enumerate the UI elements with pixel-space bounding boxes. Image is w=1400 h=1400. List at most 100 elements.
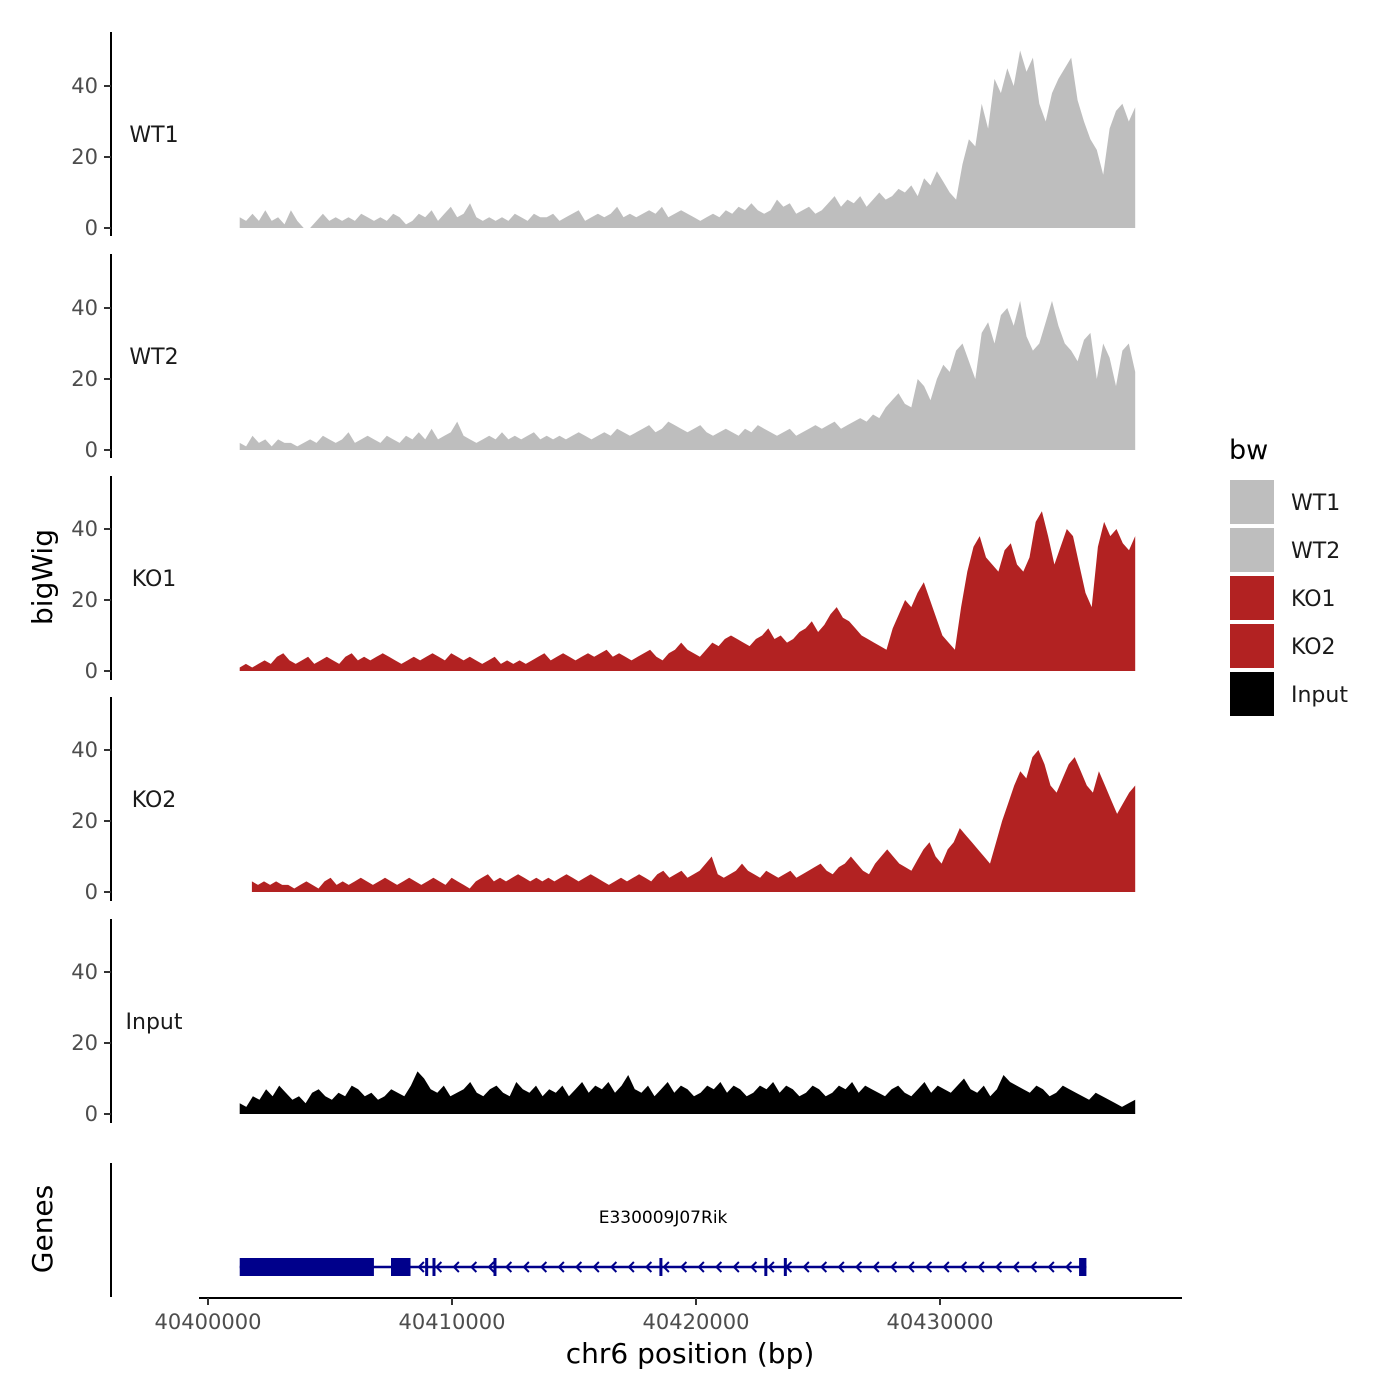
legend-swatch-ko1 (1230, 576, 1274, 620)
strand-arrow (994, 1261, 1003, 1273)
strand-arrow (732, 1261, 740, 1273)
strand-arrow (942, 1261, 950, 1273)
gene-exon (764, 1258, 768, 1276)
strand-arrow (907, 1261, 915, 1273)
track-input: 0 20 40 Input (71, 919, 1136, 1126)
y-tick-label: 0 (85, 216, 98, 240)
x-axis: 40400000 40410000 40420000 40430000 (155, 1297, 1182, 1334)
strand-arrow (592, 1261, 600, 1273)
legend-title: bw (1229, 435, 1268, 466)
strand-arrow (1029, 1261, 1038, 1273)
y-axis-title: bigWig (26, 529, 59, 625)
strand-arrow (767, 1261, 775, 1273)
strand-arrow (889, 1261, 898, 1273)
track-label-wt2: WT2 (129, 345, 178, 370)
track-ko2: 0 20 40 KO2 (71, 697, 1136, 904)
track-wt2: 0 20 40 WT2 (71, 254, 1136, 462)
strand-arrow (1047, 1261, 1055, 1273)
strand-arrow (557, 1261, 565, 1273)
y-tick-label: 0 (85, 659, 98, 683)
strand-arrow (1012, 1261, 1020, 1273)
gene-exon (239, 1258, 374, 1276)
y-tick-label: 40 (71, 960, 98, 984)
gene-exon (659, 1258, 663, 1276)
strand-arrow (434, 1261, 443, 1273)
strand-arrow (662, 1261, 670, 1273)
strand-arrow (539, 1261, 548, 1273)
strand-arrow (469, 1261, 478, 1273)
strand-arrow (504, 1261, 513, 1273)
gene-model (239, 1258, 1087, 1276)
strand-arrow (714, 1261, 723, 1273)
legend-swatch-input (1230, 672, 1274, 716)
strand-arrow (522, 1261, 530, 1273)
track-label-input: Input (126, 1010, 183, 1035)
strand-arrow (819, 1261, 828, 1273)
signal-area-wt2 (239, 300, 1136, 450)
x-tick-label: 40410000 (399, 1310, 506, 1334)
track-label-ko1: KO1 (132, 567, 177, 592)
x-axis-title: chr6 position (bp) (566, 1337, 815, 1370)
strand-arrow (609, 1261, 618, 1273)
gene-track-panel: Genes E330009J07Rik (26, 1163, 1087, 1297)
x-tick-label: 40420000 (643, 1310, 750, 1334)
legend-swatch-wt2 (1230, 528, 1274, 572)
y-tick-label: 40 (71, 517, 98, 541)
legend-swatch-wt1 (1230, 480, 1274, 524)
y-tick-label: 0 (85, 438, 98, 462)
y-tick-label: 20 (71, 588, 98, 612)
track-label-wt1: WT1 (129, 123, 178, 148)
strand-arrow (1064, 1261, 1073, 1273)
signal-area-ko2 (251, 750, 1136, 892)
strand-arrow (977, 1261, 985, 1273)
y-tick-label: 20 (71, 809, 98, 833)
x-tick-label: 40400000 (155, 1310, 262, 1334)
signal-tracks: 0 20 40 WT1 0 20 40 WT2 0 20 40 KO1 0 20 40 KO2 0 20 40 Inp… (71, 32, 1136, 1126)
track-ko1: 0 20 40 KO1 (71, 476, 1136, 683)
gene-exon (432, 1258, 436, 1276)
strand-arrow (452, 1261, 460, 1273)
y-tick-label: 20 (71, 145, 98, 169)
strand-arrow (802, 1261, 810, 1273)
track-wt1: 0 20 40 WT1 (71, 32, 1136, 240)
y-tick-label: 20 (71, 367, 98, 391)
strand-arrow (574, 1261, 583, 1273)
legend-label-ko1: KO1 (1291, 587, 1336, 612)
gene-exon (493, 1258, 497, 1276)
y-tick-label: 40 (71, 74, 98, 98)
y-tick-label: 0 (85, 880, 98, 904)
strand-arrow (959, 1261, 968, 1273)
strand-arrow (417, 1261, 425, 1273)
y-tick-label: 40 (71, 296, 98, 320)
signal-area-wt1 (239, 50, 1136, 228)
strand-arrow (697, 1261, 705, 1273)
y-tick-label: 0 (85, 1102, 98, 1126)
legend-label-ko2: KO2 (1291, 635, 1336, 660)
gene-exon (391, 1258, 411, 1276)
legend-swatch-ko2 (1230, 624, 1274, 668)
strand-arrow (837, 1261, 845, 1273)
gene-name-label: E330009J07Rik (599, 1208, 728, 1228)
legend: bw WT1 WT2 KO1 KO2 Input (1229, 435, 1348, 716)
signal-area-input (239, 1071, 1136, 1114)
strand-arrow (644, 1261, 653, 1273)
gene-exon (425, 1258, 429, 1276)
y-tick-label: 40 (71, 738, 98, 762)
x-tick-label: 40430000 (887, 1310, 994, 1334)
strand-arrow (679, 1261, 688, 1273)
track-label-ko2: KO2 (132, 788, 177, 813)
legend-label-wt2: WT2 (1291, 539, 1340, 564)
strand-arrow (924, 1261, 933, 1273)
legend-label-input: Input (1291, 683, 1348, 708)
strand-arrow (749, 1261, 758, 1273)
gene-track-title: Genes (26, 1185, 59, 1273)
y-tick-label: 20 (71, 1031, 98, 1055)
strand-arrow (487, 1261, 495, 1273)
strand-arrow (627, 1261, 635, 1273)
legend-label-wt1: WT1 (1291, 491, 1340, 516)
strand-arrow (872, 1261, 880, 1273)
signal-area-ko1 (239, 511, 1136, 671)
strand-arrow (854, 1261, 863, 1273)
gene-exon (783, 1258, 787, 1276)
